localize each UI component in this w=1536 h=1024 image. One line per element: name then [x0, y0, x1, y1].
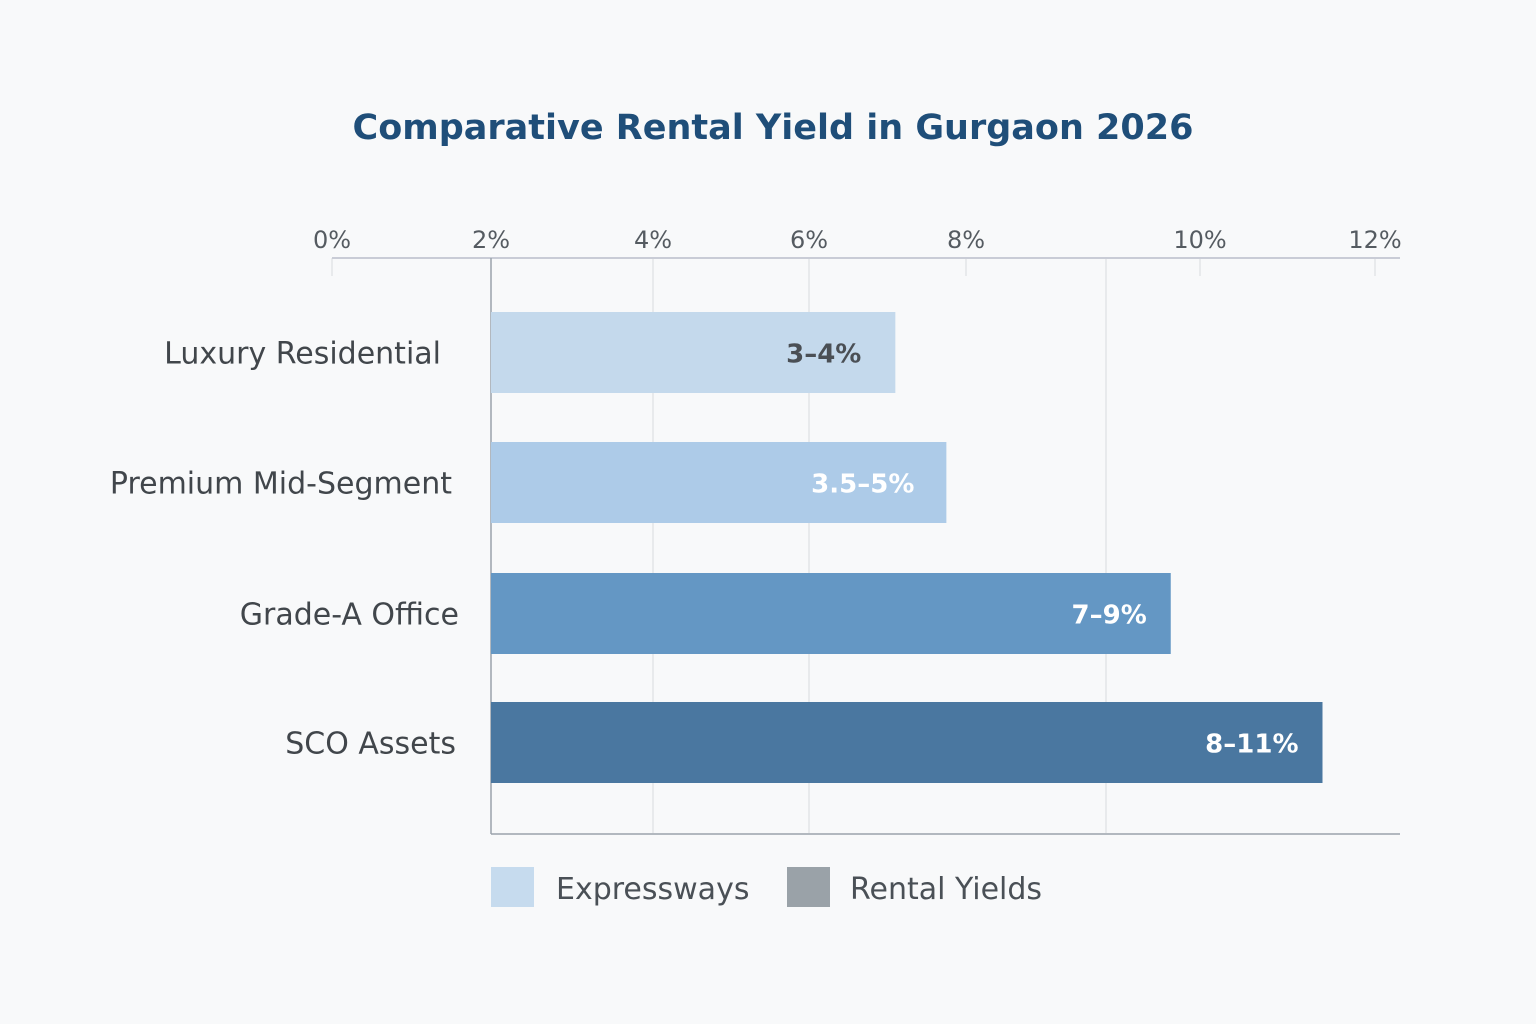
x-tick-label: 8% — [947, 226, 985, 254]
chart-title: Comparative Rental Yield in Gurgaon 2026 — [352, 108, 1194, 148]
data-label: 8–11% — [1205, 730, 1298, 760]
category-label: Premium Mid-Segment — [110, 467, 452, 502]
data-label: 3–4% — [786, 340, 861, 370]
legend-swatch — [491, 867, 534, 907]
bar — [491, 442, 947, 523]
category-label: Grade-A Office — [240, 598, 459, 633]
x-tick-label: 6% — [790, 226, 828, 254]
x-tick-label: 10% — [1173, 226, 1226, 254]
category-label: Luxury Residential — [164, 337, 441, 372]
bar — [491, 312, 896, 393]
x-tick-label: 2% — [472, 226, 510, 254]
data-label: 7–9% — [1072, 601, 1147, 631]
bar — [491, 702, 1323, 783]
category-label: SCO Assets — [285, 727, 456, 762]
x-tick-label: 12% — [1348, 226, 1401, 254]
data-label: 3.5–5% — [811, 470, 914, 500]
legend-label: Rental Yields — [850, 872, 1042, 907]
legend-swatch — [787, 867, 830, 907]
bar — [491, 573, 1171, 654]
x-tick-label: 4% — [634, 226, 672, 254]
x-tick-label: 0% — [313, 226, 351, 254]
legend-label: Expressways — [556, 872, 749, 907]
